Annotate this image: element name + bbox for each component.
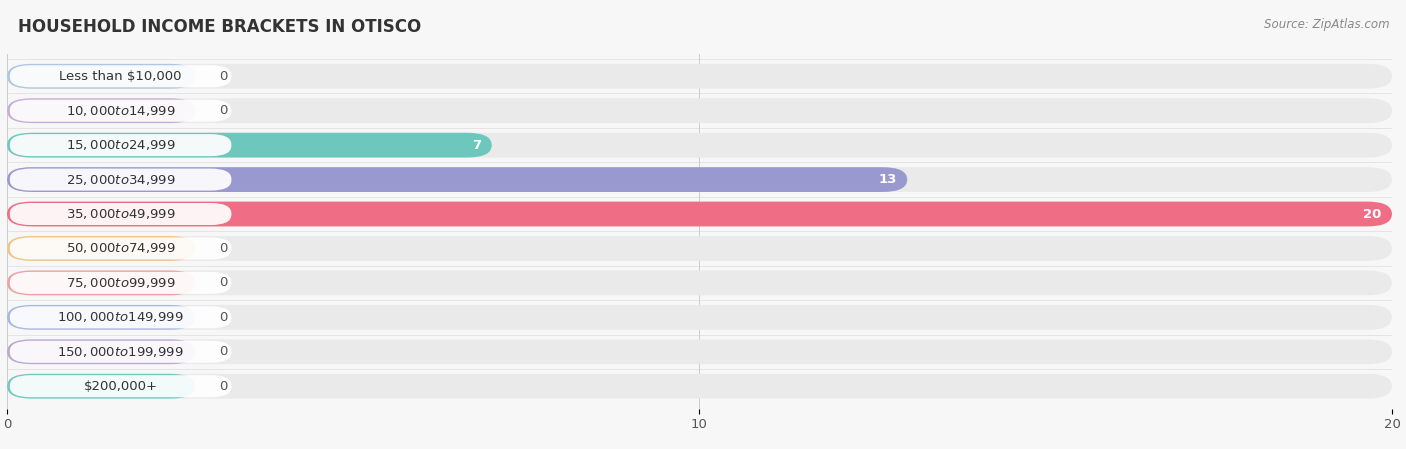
Text: 0: 0	[219, 277, 228, 290]
Text: Less than $10,000: Less than $10,000	[59, 70, 181, 83]
Text: $200,000+: $200,000+	[83, 380, 157, 393]
Text: $150,000 to $199,999: $150,000 to $199,999	[58, 345, 184, 359]
FancyBboxPatch shape	[7, 270, 1392, 295]
Text: HOUSEHOLD INCOME BRACKETS IN OTISCO: HOUSEHOLD INCOME BRACKETS IN OTISCO	[18, 18, 422, 36]
FancyBboxPatch shape	[7, 305, 1392, 330]
Text: Source: ZipAtlas.com: Source: ZipAtlas.com	[1264, 18, 1389, 31]
FancyBboxPatch shape	[7, 133, 492, 158]
FancyBboxPatch shape	[10, 134, 232, 156]
Text: $75,000 to $99,999: $75,000 to $99,999	[66, 276, 176, 290]
FancyBboxPatch shape	[10, 65, 232, 87]
Text: 7: 7	[472, 139, 481, 152]
Text: 13: 13	[879, 173, 897, 186]
FancyBboxPatch shape	[7, 374, 1392, 399]
FancyBboxPatch shape	[10, 203, 232, 225]
Text: 0: 0	[219, 70, 228, 83]
Text: $10,000 to $14,999: $10,000 to $14,999	[66, 104, 176, 118]
FancyBboxPatch shape	[10, 375, 232, 397]
FancyBboxPatch shape	[7, 167, 1392, 192]
FancyBboxPatch shape	[10, 100, 232, 122]
FancyBboxPatch shape	[7, 236, 1392, 261]
Text: 20: 20	[1364, 207, 1382, 220]
Text: $15,000 to $24,999: $15,000 to $24,999	[66, 138, 176, 152]
FancyBboxPatch shape	[7, 98, 195, 123]
Text: $50,000 to $74,999: $50,000 to $74,999	[66, 242, 176, 255]
FancyBboxPatch shape	[7, 339, 1392, 364]
FancyBboxPatch shape	[10, 238, 232, 260]
FancyBboxPatch shape	[7, 374, 195, 399]
FancyBboxPatch shape	[7, 236, 195, 261]
FancyBboxPatch shape	[10, 168, 232, 190]
FancyBboxPatch shape	[7, 202, 1392, 226]
FancyBboxPatch shape	[7, 133, 1392, 158]
Text: 0: 0	[219, 380, 228, 393]
Text: $25,000 to $34,999: $25,000 to $34,999	[66, 172, 176, 187]
FancyBboxPatch shape	[10, 341, 232, 363]
FancyBboxPatch shape	[7, 64, 1392, 88]
FancyBboxPatch shape	[7, 167, 907, 192]
FancyBboxPatch shape	[7, 98, 1392, 123]
FancyBboxPatch shape	[10, 272, 232, 294]
FancyBboxPatch shape	[7, 305, 195, 330]
FancyBboxPatch shape	[10, 306, 232, 328]
FancyBboxPatch shape	[7, 339, 195, 364]
Text: 0: 0	[219, 345, 228, 358]
Text: 0: 0	[219, 104, 228, 117]
Text: 0: 0	[219, 242, 228, 255]
Text: $35,000 to $49,999: $35,000 to $49,999	[66, 207, 176, 221]
FancyBboxPatch shape	[7, 270, 195, 295]
Text: $100,000 to $149,999: $100,000 to $149,999	[58, 310, 184, 324]
Text: 0: 0	[219, 311, 228, 324]
FancyBboxPatch shape	[7, 64, 195, 88]
FancyBboxPatch shape	[7, 202, 1392, 226]
